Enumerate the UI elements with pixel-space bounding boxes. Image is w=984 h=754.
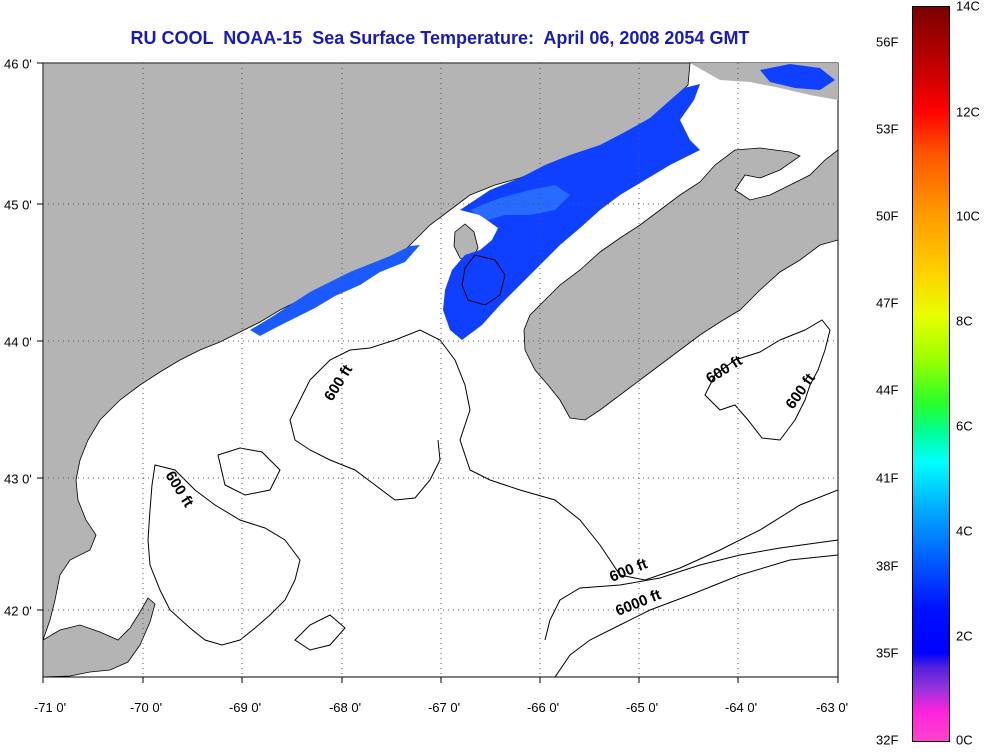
lon-label: -65 0' bbox=[625, 700, 659, 715]
lat-label: 42 0' bbox=[4, 603, 32, 619]
depth-contours bbox=[147, 254, 838, 677]
colorbar-celsius-label: 4C bbox=[956, 523, 973, 539]
colorbar-fahrenheit-label: 32F bbox=[876, 732, 899, 748]
colorbar-fahrenheit-label: 44F bbox=[876, 382, 899, 398]
colorbar-celsius-label: 10C bbox=[956, 208, 980, 224]
lat-label: 44 0' bbox=[4, 334, 32, 350]
colorbar-celsius-label: 8C bbox=[956, 313, 973, 329]
lon-label: -68 0' bbox=[328, 700, 362, 715]
colorbar-fahrenheit-label: 38F bbox=[876, 558, 899, 574]
colorbar-celsius-label: 2C bbox=[956, 628, 973, 644]
colorbar-fahrenheit-label: 47F bbox=[876, 295, 899, 311]
colorbar-celsius-label: 14C bbox=[956, 0, 980, 14]
lat-label: 45 0' bbox=[4, 197, 32, 213]
map-title: RU COOL NOAA-15 Sea Surface Temperature:… bbox=[130, 28, 750, 48]
colorbar-fahrenheit-label: 50F bbox=[876, 208, 899, 224]
colorbar-fahrenheit-label: 56F bbox=[876, 34, 899, 50]
colorbar-celsius-label: 6C bbox=[956, 418, 973, 434]
sst-maine-coast bbox=[250, 245, 420, 336]
sst-bay-of-fundy bbox=[443, 84, 700, 340]
colorbar-fahrenheit-label: 53F bbox=[876, 121, 899, 137]
colorbar-fahrenheit-label: 35F bbox=[876, 645, 899, 661]
lon-label: -71 0' bbox=[33, 700, 67, 715]
sst-fundy-warm bbox=[470, 185, 570, 220]
lon-label: -67 0' bbox=[427, 700, 461, 715]
lon-label: -69 0' bbox=[228, 700, 262, 715]
sst-northumberland bbox=[760, 64, 835, 90]
land-cape-cod bbox=[43, 597, 156, 677]
land-nova-scotia bbox=[523, 63, 838, 421]
lon-label: -64 0' bbox=[724, 700, 758, 715]
lon-label: -70 0' bbox=[129, 700, 163, 715]
lon-label: -63 0' bbox=[815, 700, 849, 715]
lon-label: -66 0' bbox=[526, 700, 560, 715]
colorbar-celsius-label: 12C bbox=[956, 104, 980, 120]
colorbar-fahrenheit-label: 41F bbox=[876, 470, 899, 486]
temperature-colorbar bbox=[912, 6, 950, 742]
colorbar-celsius-label: 0C bbox=[956, 732, 973, 748]
lat-label: 43 0' bbox=[4, 471, 32, 487]
frame-ticks bbox=[37, 62, 839, 683]
lat-label: 46 0' bbox=[4, 56, 32, 72]
